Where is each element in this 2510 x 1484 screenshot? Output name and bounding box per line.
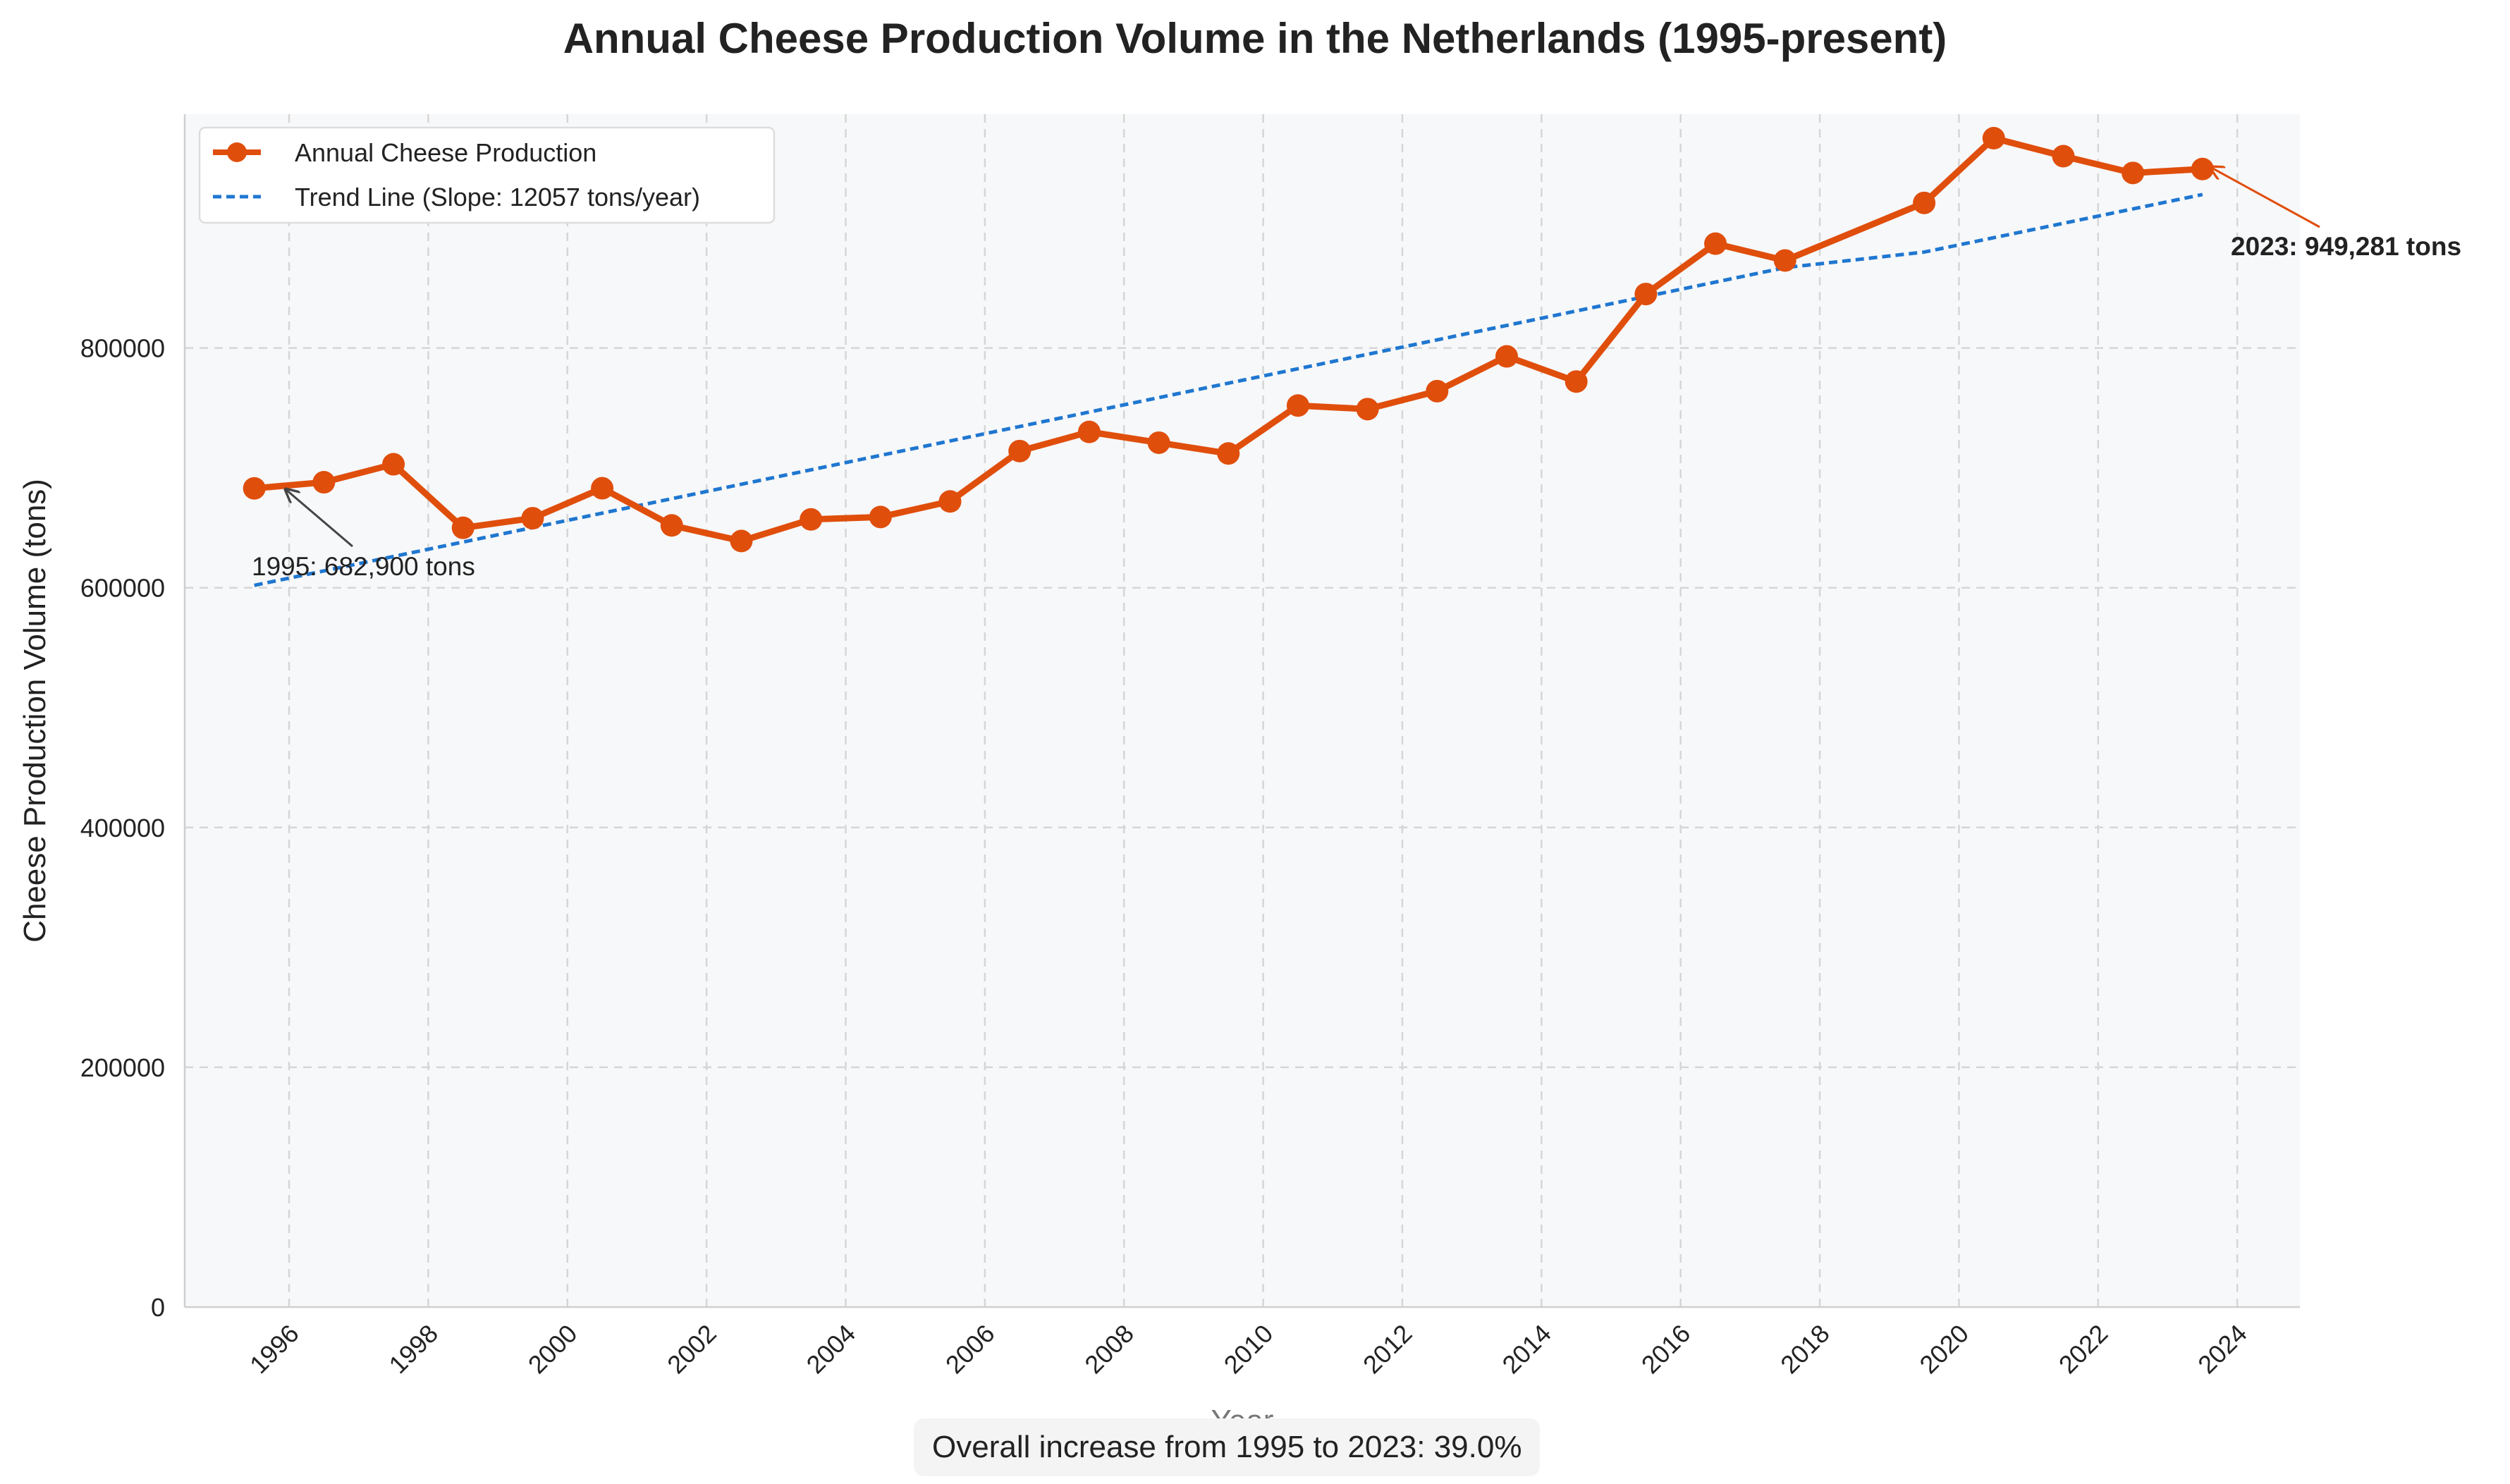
y-axis-label: Cheese Production Volume (tons) bbox=[18, 479, 52, 943]
plot-area bbox=[185, 114, 2300, 1307]
production-point bbox=[1217, 442, 1240, 465]
annotation-1995-text: 1995: 682,900 tons bbox=[252, 552, 475, 581]
x-tick-label-2016: 2016 bbox=[1636, 1319, 1696, 1380]
x-tick-label-2010: 2010 bbox=[1218, 1319, 1279, 1380]
chart-title: Annual Cheese Production Volume in the N… bbox=[563, 15, 1947, 62]
grid-lines bbox=[185, 114, 2300, 1307]
production-point bbox=[2122, 161, 2145, 185]
trend-line bbox=[254, 192, 2203, 587]
production-point bbox=[660, 514, 683, 537]
production-point bbox=[1426, 379, 1449, 403]
annotation-2023-text: 2023: 949,281 tons bbox=[2231, 232, 2461, 261]
production-point bbox=[312, 471, 336, 494]
footer-note: Overall increase from 1995 to 2023: 39.0… bbox=[914, 1418, 1541, 1476]
production-point bbox=[451, 516, 475, 539]
production-point bbox=[382, 453, 405, 476]
production-point bbox=[1356, 398, 1379, 421]
legend: Annual Cheese Production Trend Line (Slo… bbox=[198, 126, 776, 224]
x-tick-label-2024: 2024 bbox=[2192, 1319, 2253, 1380]
y-tick-label-600000: 600000 bbox=[80, 574, 165, 603]
y-tick-label-400000: 400000 bbox=[80, 814, 165, 842]
x-tick-label-2014: 2014 bbox=[1496, 1319, 1557, 1380]
production-point bbox=[591, 477, 614, 500]
x-tick-label-2018: 2018 bbox=[1775, 1319, 1835, 1380]
x-tick-label-1998: 1998 bbox=[383, 1319, 443, 1380]
legend-box bbox=[198, 126, 776, 224]
y-tick-label-0: 0 bbox=[151, 1293, 165, 1322]
x-tick-label-2004: 2004 bbox=[801, 1319, 862, 1380]
production-point bbox=[1913, 191, 1936, 214]
annotation-2023-arrow bbox=[2210, 167, 2320, 228]
legend-trend-label: Trend Line (Slope: 12057 tons/year) bbox=[295, 183, 700, 211]
x-tick-label-2002: 2002 bbox=[661, 1319, 722, 1380]
production-point bbox=[1982, 127, 2005, 150]
x-tick-label-2000: 2000 bbox=[522, 1319, 583, 1380]
production-point bbox=[938, 490, 962, 513]
production-point bbox=[1008, 439, 1031, 462]
production-point bbox=[521, 507, 544, 530]
production-series-group bbox=[243, 127, 2214, 553]
production-point bbox=[1565, 370, 1588, 393]
production-point bbox=[869, 505, 892, 529]
production-point bbox=[1286, 394, 1309, 417]
production-point bbox=[1147, 431, 1170, 454]
production-point bbox=[800, 508, 823, 531]
y-tick-label-200000: 200000 bbox=[80, 1053, 165, 1082]
trend-line-group bbox=[254, 192, 2203, 587]
production-point bbox=[1634, 283, 1658, 306]
x-tick-label-2006: 2006 bbox=[940, 1319, 1000, 1380]
y-tick-labels: 0 200000 400000 600000 800000 bbox=[80, 334, 165, 1322]
x-tick-label-2008: 2008 bbox=[1079, 1319, 1139, 1380]
production-point bbox=[1704, 232, 1727, 255]
production-point bbox=[243, 477, 266, 500]
x-tick-label-2020: 2020 bbox=[1914, 1319, 1974, 1380]
legend-production-marker bbox=[227, 142, 247, 162]
x-tick-labels: 1996 1998 2000 2002 2004 2006 2008 2010 2012 2014… bbox=[244, 1319, 2253, 1380]
production-point bbox=[1773, 249, 1796, 272]
production-point bbox=[2191, 157, 2214, 180]
x-tick-label-1996: 1996 bbox=[244, 1319, 305, 1380]
y-tick-label-800000: 800000 bbox=[80, 334, 165, 363]
x-tick-label-2012: 2012 bbox=[1357, 1319, 1418, 1380]
production-point bbox=[2052, 145, 2075, 168]
production-point bbox=[730, 529, 753, 553]
x-tick-label-2022: 2022 bbox=[2053, 1319, 2114, 1380]
production-line bbox=[254, 135, 2203, 544]
legend-production-label: Annual Cheese Production bbox=[295, 138, 596, 167]
production-point bbox=[1077, 420, 1101, 443]
annotation-1995-arrow bbox=[286, 489, 353, 548]
production-point bbox=[1495, 345, 1518, 368]
